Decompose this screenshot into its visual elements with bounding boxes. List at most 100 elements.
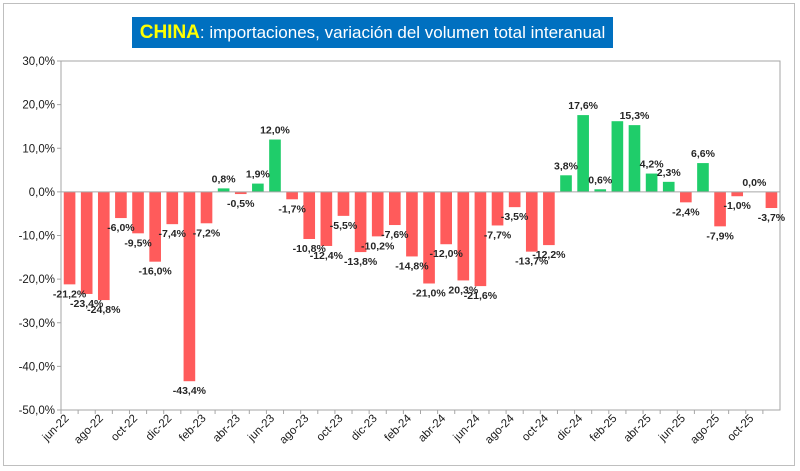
x-tick-label: ago-25: [688, 413, 722, 447]
bar-dic-24: [577, 115, 589, 192]
bar-sep-25: [731, 191, 744, 197]
title-rest: : importaciones, variación del volumen t…: [199, 23, 606, 42]
data-label-abr-25: 4,2%: [640, 159, 665, 171]
bar-ago-22: [97, 191, 110, 301]
bar-oct-23: [337, 191, 350, 216]
chart-title: CHINA: importaciones, variación del volu…: [132, 17, 613, 48]
data-label-may-23: 1,9%: [246, 169, 271, 181]
bar-jul-24: [491, 191, 504, 226]
data-label-abr-23: -0,5%: [227, 198, 255, 210]
x-tick-label: oct-25: [725, 413, 756, 444]
x-tick-label: oct-24: [520, 412, 552, 444]
bar-jun-24: [474, 191, 487, 287]
data-label-jul-22: -23,4%: [70, 298, 104, 310]
bar-nov-22: [149, 191, 161, 262]
data-label-jul-24: -7,7%: [484, 229, 512, 241]
data-label-jun-23: 12,0%: [260, 125, 290, 137]
bar-feb-25: [611, 121, 624, 192]
x-tick-label: dic-22: [144, 413, 175, 444]
data-label-may-25: 2,3%: [657, 167, 682, 179]
bar-ene-23: [183, 191, 196, 382]
y-tick-label: -20,0%: [19, 274, 55, 286]
title-highlight: CHINA: [139, 22, 200, 43]
data-label-mar-23: 0,8%: [212, 173, 237, 185]
bar-jun-22: [63, 191, 76, 285]
bar-nov-25: [765, 191, 778, 209]
data-label-sep-22: -6,0%: [107, 222, 135, 234]
data-label-nov-25: -3,7%: [758, 212, 786, 224]
bar-may-24: [457, 191, 470, 281]
data-label-jun-25: -2,4%: [672, 206, 700, 218]
bar-sep-23: [320, 191, 333, 246]
data-label-nov-22: -16,0%: [139, 266, 173, 278]
data-label-sep-23: -12,4%: [310, 250, 344, 262]
bar-ago-24: [508, 191, 521, 208]
chart-frame: [3, 3, 795, 466]
bar-dic-23: [371, 191, 384, 237]
x-tick-label: ago-24: [483, 412, 517, 446]
y-tick-label: -40,0%: [19, 361, 55, 373]
bar-ene-24: [389, 191, 401, 226]
data-label-dic-23: -10,2%: [361, 240, 395, 252]
data-label-nov-24: 3,8%: [554, 160, 579, 172]
bar-mar-24: [423, 191, 435, 284]
data-label-ene-24: -7,6%: [381, 229, 409, 241]
x-tick-label: dic-23: [349, 413, 380, 444]
x-tick-label: jun-24: [451, 412, 483, 444]
data-label-sep-25: -1,0%: [723, 200, 751, 212]
bar-may-23: [252, 183, 264, 192]
y-tick-label: 30,0%: [22, 56, 55, 68]
bar-may-25: [662, 181, 675, 192]
data-label-feb-24: -14,8%: [395, 260, 429, 272]
data-label-oct-22: -9,5%: [124, 237, 152, 249]
bar-jun-23: [269, 139, 281, 192]
bar-nov-23: [354, 191, 367, 253]
x-tick-label: oct-22: [109, 413, 140, 444]
bar-jun-25: [680, 191, 692, 203]
x-tick-label: abr-23: [211, 413, 243, 445]
bar-abr-24: [440, 191, 452, 245]
data-label-ago-24: -3,5%: [501, 211, 529, 223]
data-label-ene-25: 0,6%: [588, 174, 613, 186]
bar-sep-22: [115, 191, 127, 219]
x-tick-label: jun-23: [245, 413, 277, 445]
y-tick-label: -50,0%: [19, 405, 55, 417]
data-label-may-24: 20,3%: [448, 284, 478, 296]
x-tick-label: abr-25: [622, 413, 654, 445]
data-label-abr-24: -12,0%: [430, 248, 464, 260]
data-label-jun-24: -21,6%: [464, 290, 498, 302]
data-label-jun-22: -21,2%: [53, 288, 87, 300]
data-label-dic-24: 17,6%: [568, 100, 598, 112]
bar-abr-25: [645, 173, 658, 192]
y-tick-label: 10,0%: [22, 143, 55, 155]
bar-feb-23: [200, 191, 213, 224]
bar-oct-22: [132, 191, 144, 234]
x-tick-label: jun-25: [656, 413, 688, 445]
data-label-mar-24: -21,0%: [412, 287, 446, 299]
bar-jul-25: [697, 163, 709, 192]
data-label-ago-22: -24,8%: [87, 304, 121, 316]
x-tick-label: oct-23: [314, 413, 345, 444]
bar-sep-24: [525, 191, 538, 252]
data-label-feb-23: -7,2%: [193, 227, 221, 239]
bar-mar-25: [628, 125, 641, 192]
x-tick-label: abr-24: [416, 412, 448, 444]
bar-abr-23: [234, 191, 247, 195]
data-label-ago-23: -10,8%: [293, 243, 327, 255]
data-label-nov-23: -13,8%: [344, 256, 378, 268]
y-tick-label: 0,0%: [29, 187, 55, 199]
x-tick-label: ago-22: [72, 413, 106, 447]
bar-mar-23: [217, 188, 230, 192]
data-label-jul-23: -1,7%: [278, 203, 306, 215]
data-label-ago-25: -7,9%: [706, 230, 734, 242]
data-label-jul-25: 6,6%: [691, 148, 716, 160]
data-label-mar-25: 15,3%: [620, 110, 650, 122]
x-tick-label: jun-22: [40, 413, 72, 445]
x-tick-label: dic-24: [555, 412, 586, 443]
bar-oct-24: [543, 191, 555, 246]
y-tick-label: -10,0%: [19, 231, 55, 243]
bar-jul-22: [80, 191, 93, 294]
bar-jul-23: [286, 191, 298, 200]
bar-dic-22: [166, 191, 179, 225]
